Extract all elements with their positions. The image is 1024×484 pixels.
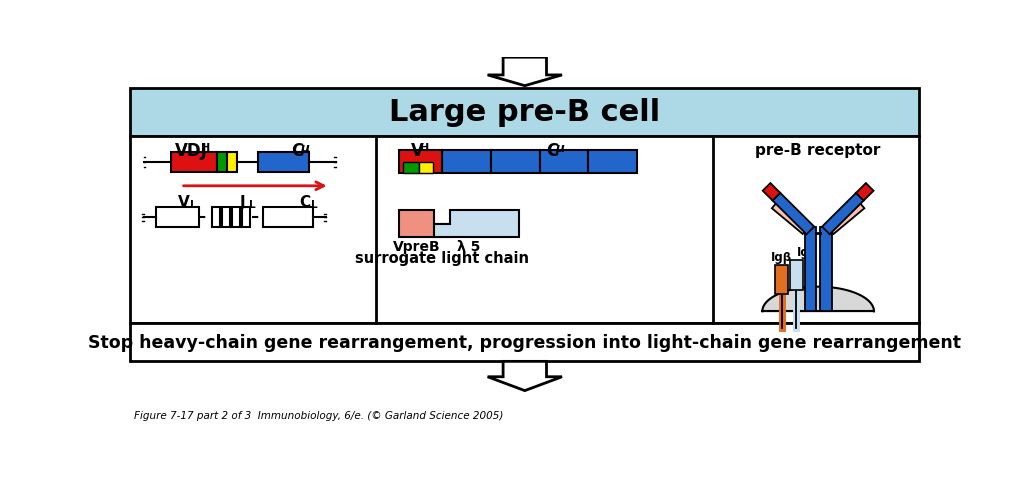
Bar — [130, 323, 920, 362]
Bar — [231, 208, 241, 228]
Polygon shape — [772, 194, 814, 235]
Bar — [258, 152, 308, 173]
Text: Large pre-B cell: Large pre-B cell — [389, 98, 660, 127]
Text: C: C — [291, 141, 303, 159]
Text: Igβ: Igβ — [771, 250, 793, 263]
Text: μ: μ — [556, 141, 565, 154]
Text: μ: μ — [300, 141, 309, 154]
Text: J: J — [240, 194, 246, 209]
Bar — [790, 261, 803, 290]
Polygon shape — [822, 194, 863, 235]
Text: V: V — [178, 194, 189, 209]
Bar — [130, 89, 920, 136]
Text: C: C — [299, 194, 310, 209]
Text: Stop heavy-chain gene rearrangement, progression into light-chain gene rearrange: Stop heavy-chain gene rearrangement, pro… — [88, 333, 962, 351]
Polygon shape — [827, 202, 864, 235]
Text: V: V — [411, 141, 424, 159]
Bar — [775, 266, 788, 295]
Polygon shape — [487, 58, 562, 87]
Text: VDJ: VDJ — [174, 141, 207, 159]
Bar — [171, 152, 217, 173]
Polygon shape — [434, 211, 519, 237]
Bar — [222, 208, 230, 228]
Bar — [442, 151, 490, 174]
Text: C: C — [547, 141, 559, 159]
Text: Figure 7-17 part 2 of 3  Immunobiology, 6/e. (© Garland Science 2005): Figure 7-17 part 2 of 3 Immunobiology, 6… — [134, 410, 504, 421]
Polygon shape — [399, 211, 450, 237]
Bar — [403, 163, 419, 174]
Text: L: L — [311, 200, 317, 210]
Text: λ 5: λ 5 — [458, 240, 480, 253]
Bar — [242, 208, 251, 228]
Text: L: L — [249, 200, 256, 210]
Text: pre-B receptor: pre-B receptor — [756, 143, 881, 158]
Text: H: H — [201, 143, 210, 153]
Bar — [589, 151, 637, 174]
Bar — [820, 227, 831, 312]
Text: surrogate light chain: surrogate light chain — [355, 250, 528, 265]
Bar — [540, 151, 589, 174]
Bar — [130, 136, 920, 323]
Text: L: L — [190, 200, 197, 210]
Bar — [156, 208, 199, 228]
Polygon shape — [487, 362, 562, 391]
Bar — [399, 151, 442, 174]
Text: VpreB: VpreB — [393, 240, 440, 253]
Bar — [805, 227, 816, 312]
Bar — [490, 151, 540, 174]
Bar — [217, 152, 227, 173]
Text: H: H — [420, 143, 429, 153]
Bar — [227, 152, 238, 173]
Bar — [212, 208, 220, 228]
Polygon shape — [763, 184, 780, 201]
Polygon shape — [856, 184, 873, 201]
Text: Igα: Igα — [798, 246, 818, 258]
Bar — [263, 208, 313, 228]
Bar — [419, 163, 432, 174]
Polygon shape — [772, 202, 809, 235]
